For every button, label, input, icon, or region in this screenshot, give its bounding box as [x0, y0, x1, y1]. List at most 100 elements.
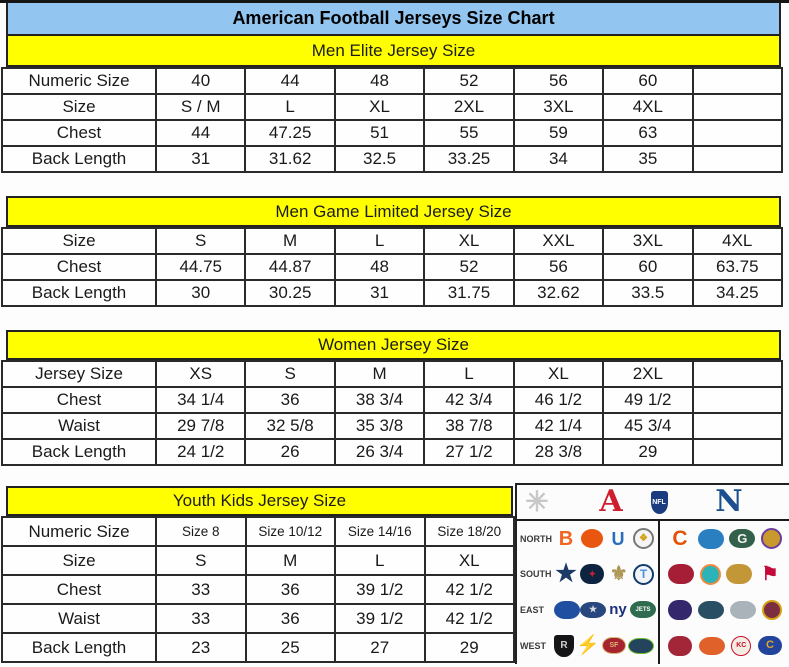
size-value-cell: 56 [512, 67, 605, 95]
division-label: SOUTH [520, 569, 552, 580]
women-size-table: Jersey Size XS S M L XL 2XL Chest 34 1/4 36 38 3/4… [1, 360, 784, 466]
row-header-cell: Chest [1, 119, 157, 147]
size-value-cell: 35 3/8 [333, 412, 426, 440]
men-game-limited-size-table: Size S M L XL XXL 3XL 4XL Chest 44.75 44.87 48 52 56 6… [1, 227, 784, 307]
division-label: WEST [520, 640, 546, 651]
size-value-cell: 4XL [602, 93, 694, 121]
size-value-cell: 38 3/4 [333, 386, 426, 414]
size-value-cell: 47.25 [244, 119, 336, 147]
afc-team-logos: R ⚡ SF [554, 634, 654, 657]
nfl-shield-slot: NFL [649, 486, 669, 518]
steelers-icon: ❖ [633, 528, 654, 550]
giants-ny-icon: ny [609, 601, 627, 619]
division-row: SOUTH ★ ✦ ⚜ T ⚑ [517, 557, 789, 593]
table-row: Numeric Size 40 44 48 52 56 60 [1, 67, 784, 95]
row-header-cell: Numeric Size [1, 67, 157, 95]
broncos-icon [698, 636, 725, 655]
size-value-cell: 26 [244, 438, 336, 466]
nfc-team-logos [668, 599, 782, 620]
table-row: Chest 44 47.25 51 55 59 63 [1, 119, 784, 147]
row-header-cell: Back Length [1, 438, 157, 466]
table-row: Numeric Size Size 8 Size 10/12 Size 14/16 Si… [1, 516, 515, 547]
size-value-cell: 3XL [512, 93, 605, 121]
size-value-cell: XXL [512, 227, 605, 255]
size-value-cell: 28 3/8 [512, 438, 605, 466]
size-value-cell: S / M [154, 93, 247, 121]
afc-team-logos: ★ ✦ ⚜ T [554, 560, 654, 588]
size-value-cell: 29 7/8 [154, 412, 247, 440]
section-title-men-game-limited: Men Game Limited Jersey Size [6, 196, 781, 227]
division-row: NORTH B U ❖ C G [517, 521, 789, 557]
size-value-cell: 32 5/8 [244, 412, 336, 440]
size-value-cell: 25 [244, 632, 336, 663]
row-header-cell: Chest [1, 253, 157, 281]
size-value-cell: 33 [155, 574, 247, 605]
cowboys-star-icon: ★ [555, 560, 577, 588]
table-row: Waist 33 36 39 1/2 42 1/2 [1, 603, 515, 634]
division-label: NORTH [520, 533, 552, 544]
nfc-logo-slot: N [713, 486, 745, 518]
size-value-cell: 44 [154, 119, 247, 147]
size-value-cell: 42 1/2 [423, 603, 515, 634]
panthers-icon [698, 600, 724, 619]
jaguars-icon [726, 564, 753, 585]
table-row: Size S / M L XL 2XL 3XL 4XL [1, 93, 784, 121]
size-value-cell: 59 [512, 119, 605, 147]
top-border-rule [0, 0, 789, 3]
size-value-cell: 52 [423, 253, 515, 281]
sunburst-slot: ✳ [521, 486, 553, 518]
afc-team-logos: B U ❖ [554, 528, 654, 550]
cardinals-icon [668, 635, 692, 656]
size-value-cell: L [244, 93, 336, 121]
division-row: EAST ★ ny JETS [517, 592, 789, 628]
buccaneers-flag-icon: ⚑ [761, 563, 779, 585]
size-value-cell: 39 1/2 [334, 603, 426, 634]
table-row: Chest 33 36 39 1/2 42 1/2 [1, 574, 515, 605]
size-value-cell: 51 [333, 119, 426, 147]
section-title-text: Women Jersey Size [318, 335, 469, 354]
saints-fleur-de-lis-icon: ⚜ [609, 563, 628, 586]
size-value-cell: 2XL [602, 360, 694, 388]
size-value-cell: 48 [333, 253, 426, 281]
empty-cell [691, 386, 784, 414]
size-value-cell: 36 [244, 603, 336, 634]
section-title-men-elite: Men Elite Jersey Size [6, 36, 781, 67]
size-value-cell: 29 [602, 438, 694, 466]
size-value-cell: XL [423, 227, 515, 255]
empty-cell [691, 67, 784, 95]
size-value-cell: 56 [512, 253, 605, 281]
size-value-cell: 40 [154, 67, 247, 95]
nfl-shield-icon: NFL [650, 490, 668, 514]
size-value-cell: 33.25 [423, 145, 515, 173]
size-value-cell: 44.75 [154, 253, 247, 281]
colts-horseshoe-icon: U [611, 528, 625, 549]
size-value-cell: 23 [155, 632, 247, 663]
size-value-cell: 39 1/2 [334, 574, 426, 605]
size-value-cell: M [333, 360, 426, 388]
table-row: Chest 44.75 44.87 48 52 56 60 63.75 [1, 253, 784, 281]
size-value-cell: 44 [244, 67, 336, 95]
size-value-cell: L [423, 360, 515, 388]
size-value-cell: 34 1/4 [154, 386, 247, 414]
bills-icon [554, 600, 580, 619]
size-value-cell: XS [154, 360, 247, 388]
sunburst-icon: ✳ [525, 486, 549, 517]
size-value-cell: Size 8 [155, 516, 247, 547]
page-title: American Football Jerseys Size Chart [6, 3, 781, 36]
size-value-cell: 31 [154, 145, 247, 173]
row-header-cell: Back Length [1, 279, 157, 307]
nfc-team-logos: KC C [668, 635, 782, 656]
size-value-cell: 32.62 [512, 279, 605, 307]
size-value-cell: 24 1/2 [154, 438, 247, 466]
conference-header-row: ✳ A NFL N [517, 485, 789, 521]
size-value-cell: 52 [423, 67, 515, 95]
ravens-icon [668, 599, 692, 620]
size-value-cell: 45 3/4 [602, 412, 694, 440]
size-value-cell: S [155, 545, 247, 576]
row-header-cell: Waist [1, 412, 157, 440]
raiders-shield-icon: R [554, 634, 574, 657]
row-header-cell: Numeric Size [1, 516, 157, 547]
size-value-cell: 31.75 [423, 279, 515, 307]
size-value-cell: 33.5 [602, 279, 694, 307]
